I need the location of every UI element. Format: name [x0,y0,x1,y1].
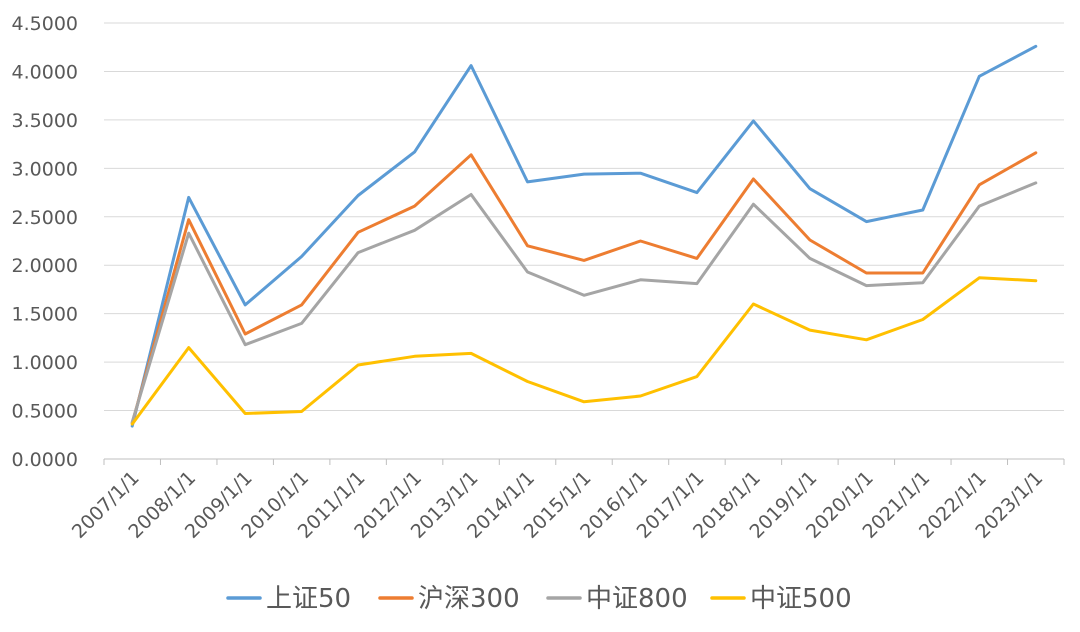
y-tick-label: 3.0000 [12,158,78,180]
y-tick-label: 4.0000 [12,61,78,83]
y-tick-label: 2.5000 [12,207,78,229]
legend-label: 上证50 [266,584,351,614]
legend-label: 沪深300 [418,584,520,614]
y-tick-label: 2.0000 [12,255,78,277]
gridlines [104,22,1064,412]
y-tick-label: 3.5000 [12,110,78,132]
legend: 上证50 沪深300 中证800 中证500 [226,584,852,614]
y-axis-tick-labels: 0.0000 0.5000 1.0000 1.5000 2.0000 2.5000 3.00… [12,13,78,471]
y-tick-label: 4.5000 [12,13,78,35]
series-line [130,151,1038,425]
y-tick-label: 1.0000 [12,352,78,374]
series-line [130,276,1038,426]
y-tick-label: 0.0000 [12,449,78,471]
series-lines [130,44,1038,428]
series-line [130,44,1038,428]
x-axis-tick-labels: 2007/1/12008/1/12009/1/12010/1/12011/1/1… [68,467,1047,543]
series-line [130,181,1038,424]
y-tick-label: 0.5000 [12,401,78,423]
y-tick-label: 1.5000 [12,304,78,326]
axes [103,458,1065,465]
legend-label: 中证800 [586,584,688,614]
legend-label: 中证500 [750,584,852,614]
